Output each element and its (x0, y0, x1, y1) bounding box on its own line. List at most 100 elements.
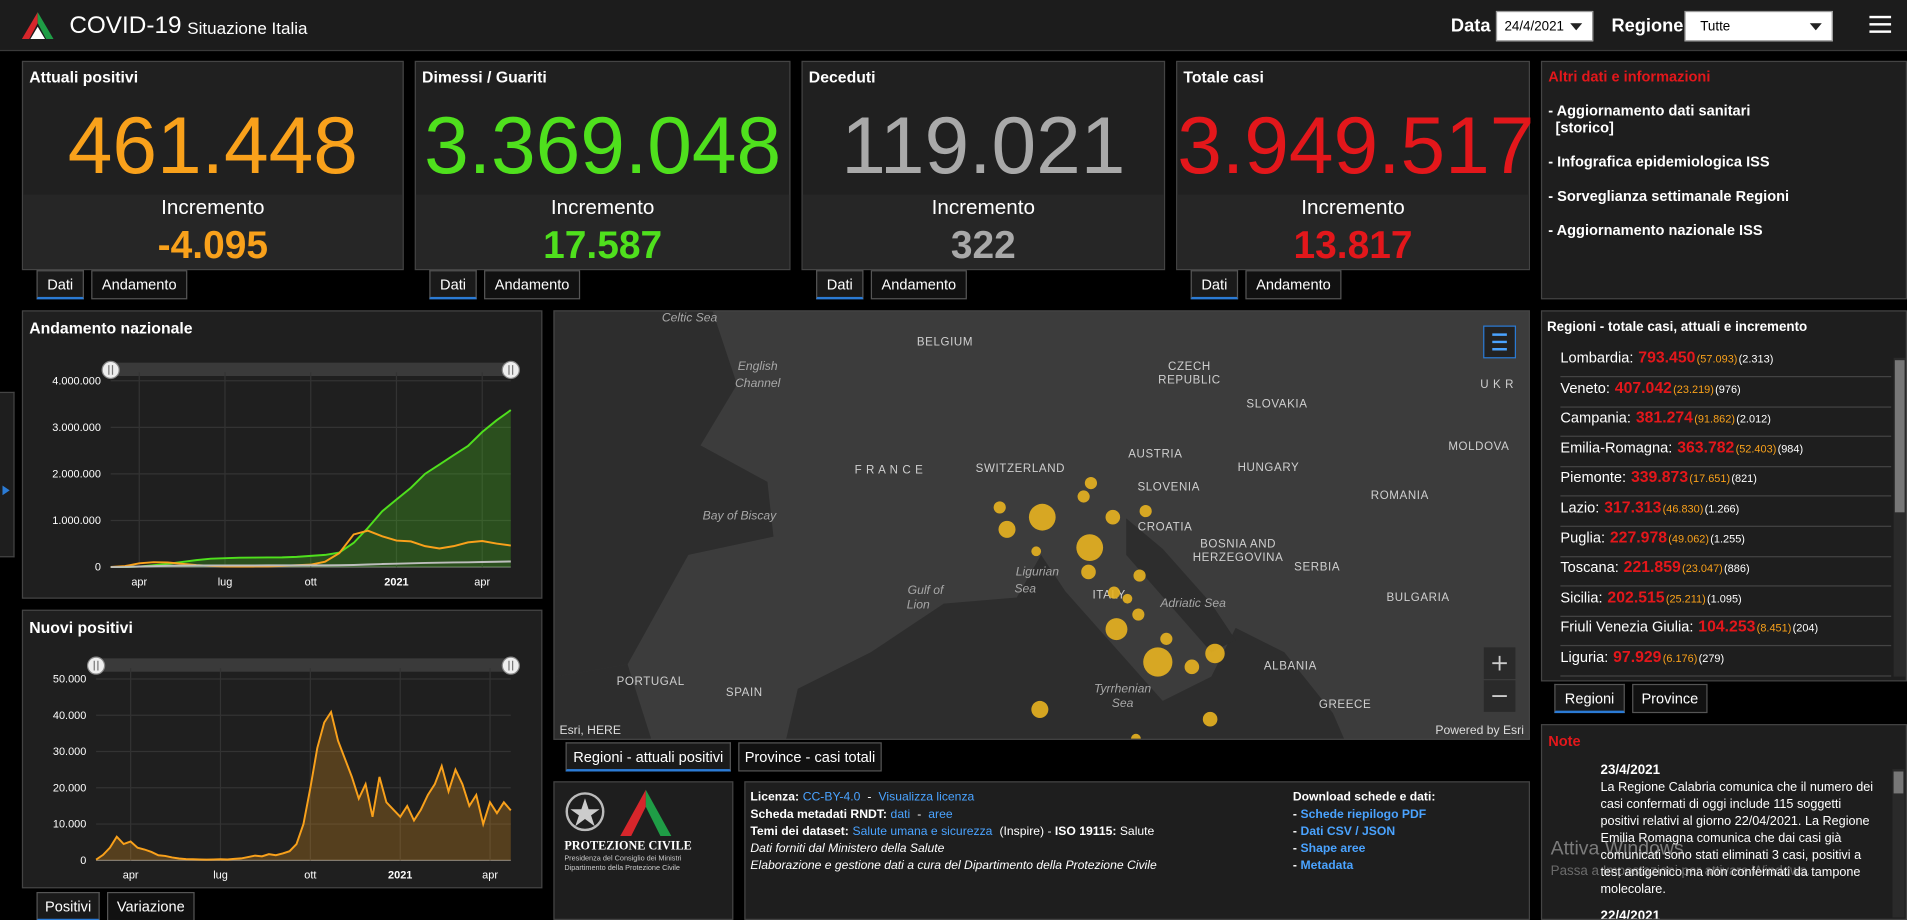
y-tick-label: 20.000 (53, 782, 86, 794)
footer-text[interactable]: Salute umana e sicurezza (852, 825, 993, 839)
footer-text: Scheda metadati RNDT: (750, 808, 887, 822)
notes-title: Note (1548, 732, 1581, 750)
map-label: ALBANIA (1264, 660, 1317, 672)
note-date: 23/4/2021 (1600, 762, 1661, 778)
region-name: Toscana: (1560, 558, 1619, 576)
tab[interactable]: Dati (1190, 270, 1239, 300)
info-link[interactable]: - Aggiornamento dati sanitari [storico] (1548, 102, 1751, 137)
sea (1126, 518, 1236, 653)
info-link-extra[interactable]: [storico] (1555, 119, 1614, 137)
side-arrow (2, 485, 10, 496)
sea (554, 664, 652, 739)
map-label: Sea (1112, 696, 1134, 710)
info-link[interactable]: - Sorveglianza settimanale Regioni (1548, 187, 1790, 205)
footer-text[interactable]: dati (890, 808, 911, 822)
region-select[interactable]: Tutte (1684, 10, 1833, 42)
regions-title: Regioni - totale casi, attuali e increme… (1547, 320, 1808, 335)
region-total: 202.515 (1607, 587, 1665, 606)
tab[interactable]: Province - casi totali (738, 742, 882, 772)
x-tick-label: apr (123, 870, 139, 882)
map-label: HUNGARY (1238, 462, 1300, 474)
chart-title: Andamento nazionale (29, 318, 193, 338)
map-bubble (1084, 477, 1098, 490)
kpi-value: 3.949.517 (1177, 99, 1535, 190)
menu-button[interactable] (1869, 15, 1892, 34)
x-tick-label: 2021 (384, 576, 408, 588)
footer-text: Licenza: (750, 790, 800, 805)
footer-text[interactable]: Visualizza licenza (878, 790, 975, 805)
footer-text[interactable]: CC-BY-4.0 (802, 790, 861, 805)
app-title: COVID-19 (69, 12, 182, 39)
region-name: Lazio: (1560, 498, 1600, 516)
tab[interactable]: Dati (429, 270, 477, 300)
map-label: BOSNIA AND (1200, 539, 1276, 551)
map-label: SPAIN (726, 687, 763, 699)
download-link[interactable]: Schede riepilogo PDF (1300, 808, 1427, 822)
map-bubble (1133, 569, 1146, 582)
menu-bar (1869, 30, 1892, 33)
region-increment: (2.012) (1736, 412, 1771, 425)
date-select[interactable]: 24/4/2021 (1495, 10, 1594, 42)
tab[interactable]: Dati (816, 270, 864, 300)
download-link[interactable]: Dati CSV / JSON (1300, 825, 1396, 839)
tab[interactable]: Province (1632, 683, 1708, 714)
region-row: Puglia: 227.978(49.062)(1.255) (1560, 527, 1892, 557)
map-label: Celtic Sea (662, 312, 718, 325)
footer-text: - (913, 808, 925, 822)
kpi-lower: Incremento 17.587 (415, 194, 790, 269)
y-tick-label: 0 (80, 855, 86, 867)
tab[interactable]: Regioni (1554, 683, 1625, 714)
bullet: - (1292, 842, 1297, 856)
notes-panel: Note 23/4/2021 La Regione Calabria comunic… (1540, 724, 1907, 920)
map-label: CZECH (1168, 361, 1211, 373)
date-label: Data (1450, 15, 1491, 37)
map-bubble (1031, 700, 1049, 718)
series-line (110, 560, 511, 569)
tab[interactable]: Andamento (484, 270, 581, 300)
info-link[interactable]: - Infografica epidemiologica ISS (1548, 153, 1770, 171)
sea (786, 554, 1345, 739)
info-link[interactable]: - Aggiornamento nazionale ISS (1548, 221, 1763, 239)
region-total: 227.978 (1609, 527, 1668, 546)
tab[interactable]: Positivi (36, 891, 100, 920)
download-link[interactable]: Metadata (1300, 859, 1354, 873)
logo-white (30, 26, 45, 39)
map-bubble (1028, 503, 1056, 531)
tab[interactable]: Andamento (91, 270, 188, 300)
tab[interactable]: Variazione (107, 891, 195, 920)
kpi-value: 119.021 (841, 99, 1126, 190)
download-link[interactable]: Shape aree (1300, 842, 1366, 856)
region-row: Friuli Venezia Giulia: 104.253(8.451)(204… (1560, 617, 1892, 647)
map-label: SERBIA (1294, 562, 1340, 574)
map-label: MOLDOVA (1448, 441, 1509, 453)
region-increment: (2.313) (1738, 352, 1774, 366)
tab[interactable]: Dati (36, 270, 84, 300)
y-tick-label: 3.000.000 (52, 422, 101, 434)
watermark-text: Passa a Impostazioni per attivare Window… (1550, 863, 1811, 879)
map-bubble (1077, 490, 1090, 503)
side-toggle[interactable] (0, 391, 15, 558)
logo-green (37, 12, 54, 39)
region-name: Friuli Venezia Giulia: (1560, 618, 1694, 636)
region-increment: (976) (1715, 382, 1741, 395)
map-bubble (1131, 733, 1141, 739)
region-row: Lazio: 317.313(46.830)(1.266) (1560, 498, 1892, 527)
kpi-increment: 322 (950, 222, 1016, 267)
region-current: (8.451) (1756, 622, 1792, 635)
slider-handle (501, 656, 520, 675)
arrow (1809, 23, 1822, 31)
map-bubble (1107, 586, 1121, 599)
tab[interactable]: Regioni - attuali positivi (565, 742, 731, 772)
region-current: (49.062) (1668, 532, 1710, 545)
map-label: AUSTRIA (1128, 449, 1182, 461)
tab[interactable]: Andamento (870, 270, 967, 300)
tab[interactable]: Andamento (1245, 270, 1342, 300)
map-label: Channel (735, 376, 781, 390)
x-tick-label: lug (213, 870, 228, 882)
map-bubble (998, 520, 1016, 538)
footer-text[interactable]: aree (928, 808, 953, 822)
map-bubble (1105, 618, 1128, 641)
map-label: ROMANIA (1371, 490, 1429, 502)
download-item: - Shape aree (1293, 842, 1366, 855)
bullet: - (1292, 825, 1297, 839)
